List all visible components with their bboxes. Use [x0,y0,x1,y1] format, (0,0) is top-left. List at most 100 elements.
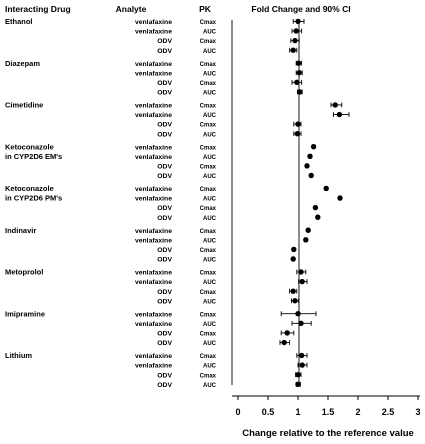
data-row: venlafaxine Cmax [135,227,311,235]
analyte-label: venlafaxine [135,228,172,235]
point-estimate [315,214,321,220]
analyte-label: ODV [157,340,172,347]
point-estimate [312,204,319,211]
point-estimate [297,89,303,95]
pk-label: Cmax [200,164,217,170]
drug-label: Indinavir [5,226,36,235]
analyte-label: venlafaxine [135,186,172,193]
x-tick-label: 0.5 [262,407,275,417]
analyte-label: ODV [157,48,172,55]
point-estimate [294,79,300,86]
analyte-label: ODV [157,331,172,338]
point-estimate [305,227,311,233]
pk-label: Cmax [200,81,217,87]
data-row: ODV Cmax [157,121,302,129]
pk-label: AUC [203,91,217,97]
analyte-label: ODV [157,372,172,379]
data-row: ODV Cmax [157,246,297,254]
point-estimate [332,102,338,108]
pk-label: Cmax [200,373,217,379]
pk-label: AUC [203,197,217,203]
drug-label: Diazepam [5,59,40,68]
pk-label: Cmax [200,206,217,212]
pk-label: AUC [203,383,217,389]
data-row: ODV Cmax [157,330,295,338]
pk-label: AUC [203,30,217,36]
analyte-label: venlafaxine [135,29,172,36]
data-row: venlafaxine Cmax [135,311,317,318]
data-row: ODV AUC [157,339,291,347]
data-row: ODV AUC [157,47,298,55]
data-row: venlafaxine AUC [135,195,343,203]
data-row: venlafaxine AUC [135,362,308,370]
analyte-label: ODV [157,38,172,45]
drug-group: Lithium venlafaxine Cmax venlafaxine AUC ODV C… [5,351,308,389]
analyte-label: venlafaxine [135,196,172,203]
point-estimate [284,330,290,336]
pk-label: AUC [203,216,217,222]
point-estimate [291,246,297,253]
analyte-label: venlafaxine [135,19,172,26]
data-row: ODV AUC [157,381,301,389]
data-row: venlafaxine AUC [135,237,309,244]
point-estimate [290,47,296,53]
drug-label: Ethanol [5,17,33,26]
data-row: ODV AUC [157,214,321,222]
analyte-label: venlafaxine [135,311,172,318]
data-row: venlafaxine Cmax [135,60,303,68]
data-row: ODV AUC [157,89,303,97]
analyte-label: venlafaxine [135,112,172,119]
data-row: ODV Cmax [157,163,310,170]
drug-label: Imipramine [5,309,45,318]
pk-label: Cmax [200,312,217,318]
data-row: venlafaxine Cmax [135,18,305,26]
analyte-label: ODV [157,289,172,296]
data-row: venlafaxine AUC [135,28,303,36]
analyte-label: ODV [157,80,172,87]
analyte-label: ODV [157,382,172,389]
data-row: venlafaxine Cmax [135,185,329,193]
pk-label: Cmax [200,104,217,110]
pk-label: AUC [203,364,217,370]
rows-layer: Ethanol venlafaxine Cmax venlafaxine AUC ODV C… [5,17,350,389]
point-estimate [307,153,313,159]
analyte-label: venlafaxine [135,237,172,244]
point-estimate [295,381,301,387]
point-estimate [295,121,301,127]
point-estimate [336,111,343,118]
header-analyte: Analyte [116,4,147,14]
data-row: venlafaxine AUC [135,111,350,119]
drug-label: Metoprolol [5,268,43,277]
pk-label: AUC [203,280,217,286]
analyte-label: ODV [157,257,172,264]
pk-label: Cmax [200,332,217,338]
point-estimate [295,311,301,317]
pk-label: Cmax [200,248,217,254]
x-tick-label: 0 [235,407,240,417]
pk-label: Cmax [200,62,217,68]
pk-label: AUC [203,132,217,138]
analyte-label: venlafaxine [135,144,172,151]
point-estimate [292,37,298,44]
point-estimate [337,195,343,201]
pk-label: Cmax [200,145,217,151]
point-estimate [299,278,305,285]
x-axis-title: Change relative to the reference value [242,428,414,439]
analyte-label: ODV [157,131,172,138]
point-estimate [281,339,287,346]
drug-label: Lithium [5,351,32,360]
point-estimate [298,269,304,275]
header-interacting-drug: Interacting Drug [5,4,71,14]
data-row: ODV Cmax [157,288,298,296]
analyte-label: venlafaxine [135,363,172,370]
pk-label: AUC [203,155,217,161]
pk-label: AUC [203,322,217,328]
point-estimate [290,288,296,294]
pk-label: Cmax [200,271,217,277]
